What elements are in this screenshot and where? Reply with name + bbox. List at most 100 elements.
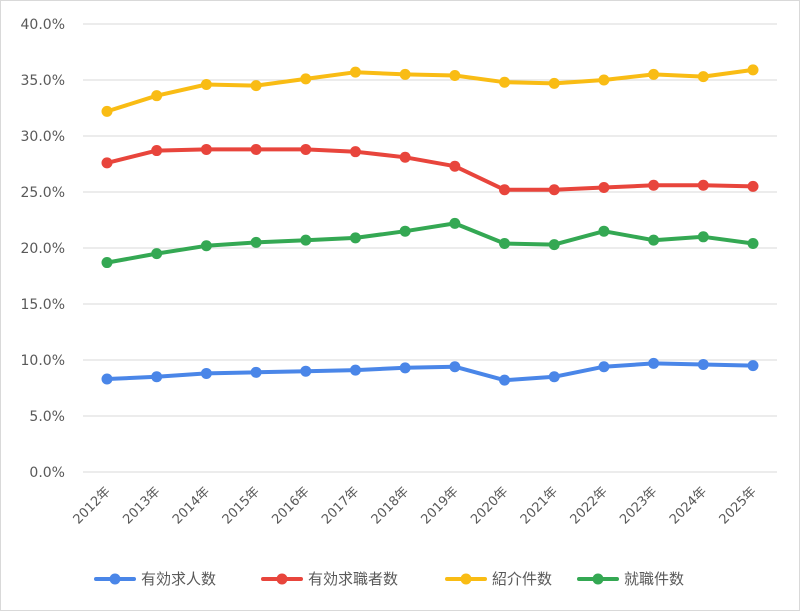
data-point [399, 225, 411, 237]
data-point [499, 76, 511, 88]
data-point [300, 365, 312, 377]
data-point [697, 71, 709, 83]
data-point [349, 232, 361, 244]
x-tick-label: 2021年 [518, 484, 561, 527]
series-0 [101, 357, 759, 386]
data-point [151, 248, 163, 260]
x-tick-label: 2013年 [120, 484, 163, 527]
x-axis-ticks: 2012年 2013年 2014年 2015年 2016年 2017年 2018年 2019年… [71, 484, 760, 527]
series-line [105, 221, 755, 265]
y-tick-label: 0.0% [29, 465, 65, 481]
series-line [105, 147, 755, 192]
data-point [747, 180, 759, 192]
data-point [648, 68, 660, 80]
data-point [747, 360, 759, 372]
x-tick-label: 2025年 [717, 484, 760, 527]
data-point [648, 357, 660, 369]
data-point [399, 68, 411, 80]
x-tick-label: 2024年 [667, 484, 710, 527]
x-tick-label: 2018年 [369, 484, 412, 527]
x-tick-label: 2020年 [468, 484, 511, 527]
x-tick-label: 2023年 [617, 484, 660, 527]
y-tick-label: 25.0% [21, 185, 65, 201]
data-point [648, 234, 660, 246]
data-point [548, 184, 560, 196]
legend-label: 有効求人数 [141, 570, 216, 588]
series-2 [101, 64, 759, 117]
series-1 [101, 143, 759, 196]
data-point [349, 364, 361, 376]
x-tick-label: 2019年 [418, 484, 461, 527]
data-point [200, 240, 212, 252]
x-tick-label: 2014年 [170, 484, 213, 527]
legend-swatch-marker [109, 573, 121, 585]
data-point [598, 182, 610, 194]
data-point [200, 78, 212, 90]
legend-item: 紹介件数 [445, 570, 552, 588]
legend-item: 有効求人数 [94, 570, 216, 588]
y-tick-label: 15.0% [21, 297, 65, 313]
data-point [548, 371, 560, 383]
data-point [747, 64, 759, 76]
y-tick-label: 35.0% [21, 73, 65, 89]
data-point [300, 73, 312, 85]
legend: 有効求人数 有効求職者数 紹介件数 就職件数 [94, 570, 684, 588]
y-tick-label: 30.0% [21, 129, 65, 145]
data-point [499, 374, 511, 386]
data-point [548, 239, 560, 251]
data-point [300, 143, 312, 155]
data-point [548, 77, 560, 89]
data-point [101, 105, 113, 117]
data-point [598, 225, 610, 237]
data-point [697, 358, 709, 370]
legend-label: 紹介件数 [492, 570, 552, 588]
data-point [449, 217, 461, 229]
legend-item: 就職件数 [577, 570, 684, 588]
legend-item: 有効求職者数 [261, 570, 398, 588]
data-point [449, 70, 461, 82]
data-point [349, 146, 361, 158]
x-tick-label: 2015年 [220, 484, 263, 527]
data-point [499, 238, 511, 250]
data-point [151, 145, 163, 157]
y-tick-label: 5.0% [29, 409, 65, 425]
y-tick-label: 40.0% [21, 17, 65, 33]
data-point [101, 157, 113, 169]
y-axis-ticks: 0.0% 5.0% 10.0% 15.0% 20.0% 25.0% 30.0% 35.0% 40… [21, 17, 65, 481]
series-line [105, 67, 755, 114]
data-point [499, 184, 511, 196]
data-point [449, 361, 461, 373]
data-point [101, 373, 113, 385]
data-point [250, 366, 262, 378]
x-tick-label: 2012年 [71, 484, 114, 527]
legend-swatch-marker [276, 573, 288, 585]
legend-swatch-marker [460, 573, 472, 585]
data-point [200, 143, 212, 155]
data-point [648, 179, 660, 191]
data-point [151, 371, 163, 383]
data-point [300, 234, 312, 246]
x-tick-label: 2016年 [269, 484, 312, 527]
data-point [598, 74, 610, 86]
data-point [250, 80, 262, 92]
series-3 [101, 217, 759, 269]
data-point [449, 160, 461, 172]
data-point [399, 362, 411, 374]
data-point [697, 231, 709, 243]
data-point [399, 151, 411, 163]
data-point [151, 90, 163, 102]
x-tick-label: 2017年 [319, 484, 362, 527]
legend-label: 有効求職者数 [308, 570, 398, 588]
data-point [697, 179, 709, 191]
series-line [105, 361, 755, 383]
legend-swatch-marker [592, 573, 604, 585]
data-point [200, 367, 212, 379]
series-layer [101, 64, 759, 386]
y-tick-label: 20.0% [21, 241, 65, 257]
data-point [250, 236, 262, 248]
data-point [101, 257, 113, 269]
y-tick-label: 10.0% [21, 353, 65, 369]
legend-label: 就職件数 [624, 570, 684, 588]
